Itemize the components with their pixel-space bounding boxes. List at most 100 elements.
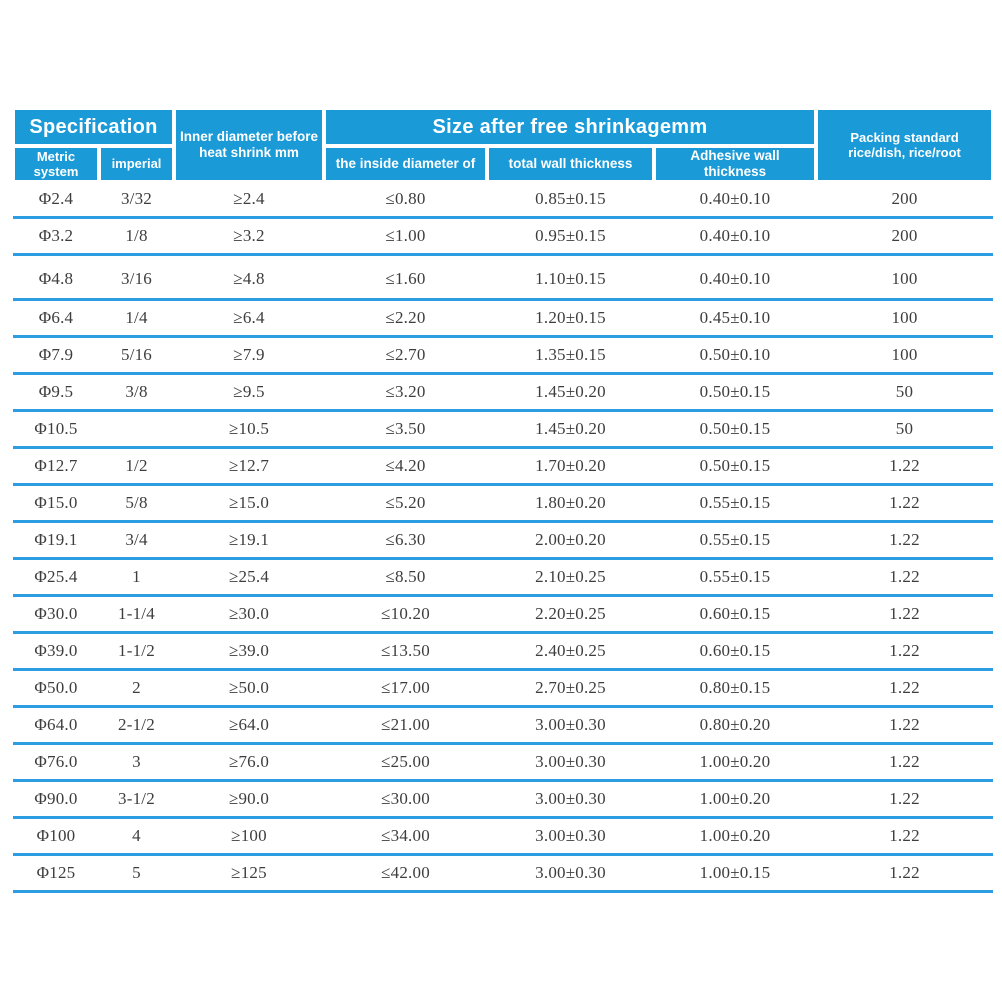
table-cell: 1.22 — [816, 745, 993, 783]
table-row: Φ15.0 5/8 ≥15.0 ≤5.20 1.80±0.20 0.55±0.15 1.22 — [13, 486, 993, 524]
table-cell: 2.40±0.25 — [487, 634, 654, 672]
table-cell: 5/8 — [99, 486, 174, 524]
table-row: Φ50.0 2 ≥50.0 ≤17.00 2.70±0.25 0.80±0.15 1.22 — [13, 671, 993, 709]
table-cell: 1 — [99, 560, 174, 598]
header-specification: Specification — [13, 108, 174, 146]
table-cell: 0.55±0.15 — [654, 486, 816, 524]
table-cell: 3.00±0.30 — [487, 745, 654, 783]
table-cell: Φ12.7 — [13, 449, 99, 487]
table-cell: ≥64.0 — [174, 708, 324, 746]
table-cell: 50 — [816, 375, 993, 413]
table-cell: Φ15.0 — [13, 486, 99, 524]
table-cell: ≤25.00 — [324, 745, 487, 783]
table-cell: 3.00±0.30 — [487, 819, 654, 857]
table-cell: Φ2.4 — [13, 182, 99, 220]
table-cell: Φ39.0 — [13, 634, 99, 672]
table-row: Φ2.4 3/32 ≥2.4 ≤0.80 0.85±0.15 0.40±0.10 200 — [13, 182, 993, 220]
table-cell: 1.35±0.15 — [487, 338, 654, 376]
table-row: Φ3.2 1/8 ≥3.2 ≤1.00 0.95±0.15 0.40±0.10 200 — [13, 219, 993, 257]
table-cell: 2.10±0.25 — [487, 560, 654, 598]
header-metric-system: Metric system — [13, 146, 99, 183]
table-cell: 1/2 — [99, 449, 174, 487]
table-cell: 0.80±0.15 — [654, 671, 816, 709]
table-cell: Φ64.0 — [13, 708, 99, 746]
table-cell: 0.80±0.20 — [654, 708, 816, 746]
table-cell: 1.45±0.20 — [487, 375, 654, 413]
table-cell: ≥76.0 — [174, 745, 324, 783]
table-cell: ≥7.9 — [174, 338, 324, 376]
table-cell: 1.10±0.15 — [487, 256, 654, 302]
table-row: Φ64.0 2-1/2 ≥64.0 ≤21.00 3.00±0.30 0.80±0.20 1… — [13, 708, 993, 746]
table-cell: ≥39.0 — [174, 634, 324, 672]
table-cell: 0.95±0.15 — [487, 219, 654, 257]
table-row: Φ9.5 3/8 ≥9.5 ≤3.20 1.45±0.20 0.50±0.15 50 — [13, 375, 993, 413]
table-cell: ≤2.70 — [324, 338, 487, 376]
table-cell: 2.00±0.20 — [487, 523, 654, 561]
table-row: Φ6.4 1/4 ≥6.4 ≤2.20 1.20±0.15 0.45±0.10 100 — [13, 301, 993, 339]
table-cell: 3/16 — [99, 256, 174, 302]
table-cell: 0.60±0.15 — [654, 597, 816, 635]
table-cell: 1.00±0.20 — [654, 782, 816, 820]
table-cell: 1.22 — [816, 486, 993, 524]
table-cell: Φ76.0 — [13, 745, 99, 783]
table-cell: ≥19.1 — [174, 523, 324, 561]
table-cell: 100 — [816, 256, 993, 302]
table-cell: ≤30.00 — [324, 782, 487, 820]
table-cell: 3.00±0.30 — [487, 856, 654, 894]
table-row: Φ90.0 3-1/2 ≥90.0 ≤30.00 3.00±0.30 1.00±0.20 1… — [13, 782, 993, 820]
header-inside-diameter: the inside diameter of — [324, 146, 487, 183]
table-cell: Φ3.2 — [13, 219, 99, 257]
table-cell: 2.70±0.25 — [487, 671, 654, 709]
table-cell: Φ50.0 — [13, 671, 99, 709]
header-packing-line2: rice/dish, rice/root — [848, 145, 961, 161]
table-cell: ≥2.4 — [174, 182, 324, 220]
table-cell: Φ90.0 — [13, 782, 99, 820]
table-cell: 0.60±0.15 — [654, 634, 816, 672]
table-cell: ≤0.80 — [324, 182, 487, 220]
table-cell: 50 — [816, 412, 993, 450]
table-cell: 3/32 — [99, 182, 174, 220]
table-cell: 2.20±0.25 — [487, 597, 654, 635]
table-cell: ≤10.20 — [324, 597, 487, 635]
table-cell: 3 — [99, 745, 174, 783]
spec-table-body: Φ2.4 3/32 ≥2.4 ≤0.80 0.85±0.15 0.40±0.10 200 Φ3… — [13, 182, 993, 894]
table-cell: 3-1/2 — [99, 782, 174, 820]
table-cell: 1.00±0.20 — [654, 745, 816, 783]
table-row: Φ125 5 ≥125 ≤42.00 3.00±0.30 1.00±0.15 1.22 — [13, 856, 993, 894]
table-cell: ≥15.0 — [174, 486, 324, 524]
table-cell: 0.40±0.10 — [654, 219, 816, 257]
table-cell: Φ9.5 — [13, 375, 99, 413]
table-cell: Φ125 — [13, 856, 99, 894]
table-cell: 0.55±0.15 — [654, 523, 816, 561]
table-cell: ≤34.00 — [324, 819, 487, 857]
table-header: Specification Inner diameter before heat… — [13, 108, 993, 183]
table-cell: 1/4 — [99, 301, 174, 339]
header-packing-standard: Packing standard rice/dish, rice/root — [816, 108, 993, 183]
table-cell: 1-1/4 — [99, 597, 174, 635]
table-cell: ≤5.20 — [324, 486, 487, 524]
table-row: Φ30.0 1-1/4 ≥30.0 ≤10.20 2.20±0.25 0.60±0.15 1… — [13, 597, 993, 635]
table-cell: ≤8.50 — [324, 560, 487, 598]
heat-shrink-spec-table: Specification Inner diameter before heat… — [13, 108, 993, 894]
table-cell: ≥30.0 — [174, 597, 324, 635]
header-imperial: imperial — [99, 146, 174, 183]
table-cell: 200 — [816, 182, 993, 220]
table-cell: ≥3.2 — [174, 219, 324, 257]
table-cell: 1.22 — [816, 634, 993, 672]
table-cell: ≤3.50 — [324, 412, 487, 450]
header-packing-line1: Packing standard — [850, 129, 959, 145]
table-cell: 0.85±0.15 — [487, 182, 654, 220]
table-cell: 2 — [99, 671, 174, 709]
table-cell: ≥100 — [174, 819, 324, 857]
table-cell: 0.50±0.15 — [654, 449, 816, 487]
spec-sheet: Specification Inner diameter before heat… — [13, 108, 993, 894]
table-cell: ≤1.00 — [324, 219, 487, 257]
header-inner-diameter-line1: Inner diameter before — [179, 129, 319, 144]
table-cell: ≤3.20 — [324, 375, 487, 413]
table-cell: 1/8 — [99, 219, 174, 257]
table-cell: 4 — [99, 819, 174, 857]
table-cell: Φ25.4 — [13, 560, 99, 598]
table-cell: ≤4.20 — [324, 449, 487, 487]
table-cell: ≤1.60 — [324, 256, 487, 302]
table-cell: 1.22 — [816, 523, 993, 561]
